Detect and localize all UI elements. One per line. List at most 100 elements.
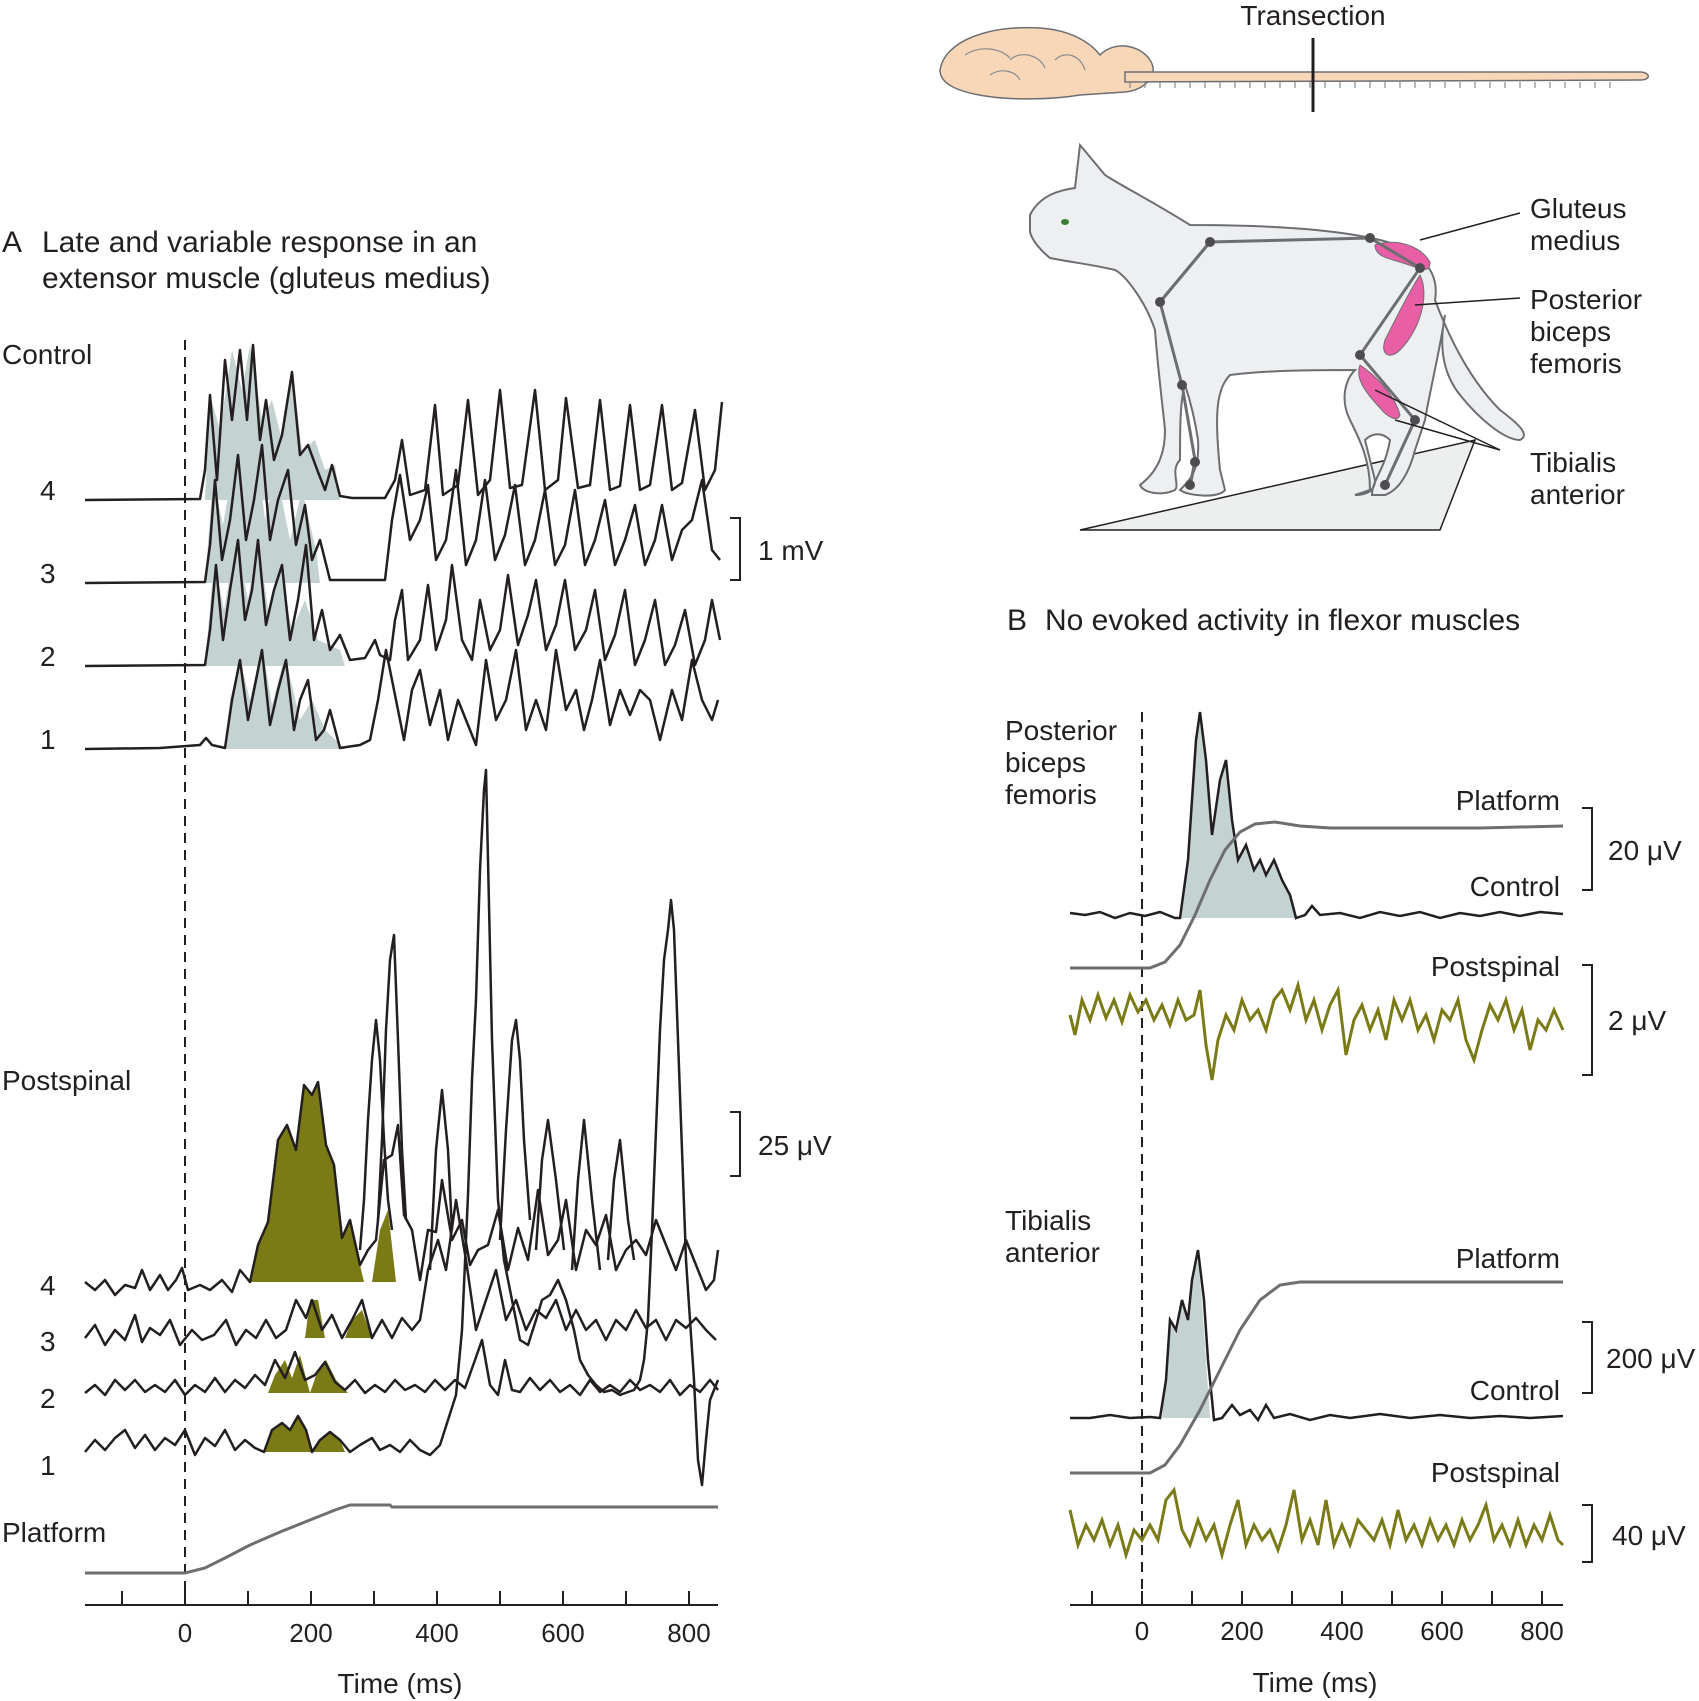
platform-plate [1079, 438, 1477, 531]
control-trace-1 [84, 648, 720, 751]
brain-folds [964, 48, 1086, 81]
control-trial-2: 2 [40, 641, 56, 672]
platform-trace-a [85, 1503, 718, 1575]
pbf-postspinal-trace [1068, 979, 1565, 1081]
ta-control-scale-label: 200 μV [1606, 1343, 1696, 1374]
postspinal-spike-f [570, 1118, 602, 1271]
axis-b-title: Time (ms) [1253, 1667, 1378, 1698]
ta-control-trace [1070, 1249, 1564, 1423]
postspinal-trial-4: 4 [40, 1270, 56, 1301]
joint-dot [1190, 457, 1200, 467]
muscle-leader-lines [1374, 212, 1521, 451]
muscle2-label-line1: Tibialis [1005, 1205, 1091, 1236]
joint-dot [1365, 233, 1375, 243]
pbf-control-scale-label: 20 μV [1608, 835, 1682, 866]
platform-label: Platform [2, 1517, 106, 1548]
postspinal-trace-1 [84, 768, 720, 1487]
ta-label-line1: Tibialis [1530, 447, 1616, 478]
panel-b-title: No evoked activity in flexor muscles [1045, 604, 1520, 637]
panel-b: B No evoked activity in flexor muscles P… [1005, 604, 1696, 1698]
axis-a-tick-label-400: 400 [415, 1618, 458, 1648]
ta-platform-label: Platform [1456, 1243, 1560, 1274]
pbf-control-burst [1180, 712, 1296, 918]
postspinal-burst-1a [264, 1416, 312, 1452]
muscle2-label-line2: anterior [1005, 1237, 1100, 1268]
spinal-roots [1129, 82, 1611, 88]
postspinal-spike-d [498, 1018, 532, 1241]
cat-body [1029, 142, 1525, 497]
axis-b-tick-label-800: 800 [1520, 1616, 1563, 1646]
muscle1-label-line3: femoris [1005, 779, 1097, 810]
time-axis-b-ticks [1091, 1591, 1543, 1605]
postspinal-label: Postspinal [2, 1065, 131, 1096]
pbf-label-line3: femoris [1530, 348, 1622, 379]
control-bursts [205, 345, 345, 749]
postspinal-burst-4a [250, 1082, 364, 1282]
joint-dot [1380, 480, 1390, 490]
gluteus-label-line2: medius [1530, 225, 1620, 256]
postspinal-trial-1: 1 [40, 1450, 56, 1481]
postspinal-burst-4b [372, 1210, 396, 1282]
control-burst-1 [225, 645, 345, 749]
ta-control-burst [1162, 1260, 1210, 1418]
pbf-label-line1: Posterior [1530, 284, 1642, 315]
cat-illustration: Gluteus medius Posterior biceps femoris … [1029, 142, 1642, 531]
posterior-biceps-femoris-muscle [1383, 274, 1425, 356]
pbf-control-label: Control [1470, 871, 1560, 902]
control-scale-label: 1 mV [758, 535, 824, 566]
cat-joints [1155, 233, 1425, 490]
postspinal-burst-1b [312, 1432, 345, 1452]
control-trial-3: 3 [40, 558, 56, 589]
control-scale-bar [730, 517, 741, 581]
pbf-postspinal-scale-bar [1582, 964, 1593, 1076]
postspinal-spike-c [428, 1088, 454, 1271]
joint-dot [1410, 415, 1420, 425]
time-axis-b: 0 200 400 600 800 Time (ms) [1070, 1591, 1564, 1698]
postspinal-bursts [250, 1082, 396, 1452]
leader-ta-2 [1394, 419, 1501, 451]
postspinal-trial-3: 3 [40, 1326, 56, 1357]
control-trace-3 [84, 443, 721, 585]
postspinal-trace-2 [84, 1338, 719, 1397]
axis-a-tick-label-600: 600 [541, 1618, 584, 1648]
postspinal-burst-3b [345, 1310, 372, 1338]
panel-a: A Late and variable response in an exten… [2, 226, 832, 1699]
postspinal-traces [84, 768, 720, 1487]
time-axis-a: 0 200 400 600 800 Time (ms) [85, 1591, 718, 1699]
control-label: Control [2, 339, 92, 370]
control-trace-2 [84, 538, 722, 668]
panel-a-letter: A [2, 226, 22, 259]
ta-platform-trace [1070, 1280, 1563, 1475]
time-axis-a-ticks [121, 1591, 690, 1605]
joint-dot [1415, 263, 1425, 273]
control-trial-4: 4 [40, 475, 56, 506]
postspinal-spike-e [534, 1118, 566, 1251]
panel-a-title-line1: Late and variable response in an [42, 226, 477, 259]
muscle1-label-line2: biceps [1005, 747, 1086, 778]
pbf-platform-trace [1070, 820, 1564, 970]
leader-gluteus [1419, 212, 1521, 241]
leader-pbf [1414, 297, 1521, 306]
gluteus-label-line1: Gluteus [1530, 193, 1627, 224]
control-traces [84, 343, 724, 751]
axis-a-tick-label-800: 800 [667, 1618, 710, 1648]
postspinal-trial-2: 2 [40, 1383, 56, 1414]
axis-b-tick-label-400: 400 [1320, 1616, 1363, 1646]
pbf-postspinal-scale-label: 2 μV [1608, 1005, 1666, 1036]
postspinal-spike-a [358, 1018, 394, 1251]
pbf-postspinal-label: Postspinal [1431, 951, 1560, 982]
axis-a-tick-label-200: 200 [289, 1618, 332, 1648]
transection-label: Transection [1240, 0, 1385, 31]
ta-label-line2: anterior [1530, 479, 1625, 510]
ta-postspinal-label: Postspinal [1431, 1457, 1560, 1488]
ta-postspinal-scale-label: 40 μV [1612, 1520, 1686, 1551]
joint-dot [1185, 480, 1195, 490]
axis-b-tick-label-600: 600 [1420, 1616, 1463, 1646]
postspinal-scale-label: 25 μV [758, 1130, 832, 1161]
postspinal-trace-4 [84, 1080, 720, 1297]
pbf-control-scale-bar [1582, 807, 1593, 891]
postspinal-trace-3 [84, 1198, 717, 1347]
brain-shape [939, 26, 1154, 100]
ta-postspinal-trace [1068, 1486, 1565, 1561]
